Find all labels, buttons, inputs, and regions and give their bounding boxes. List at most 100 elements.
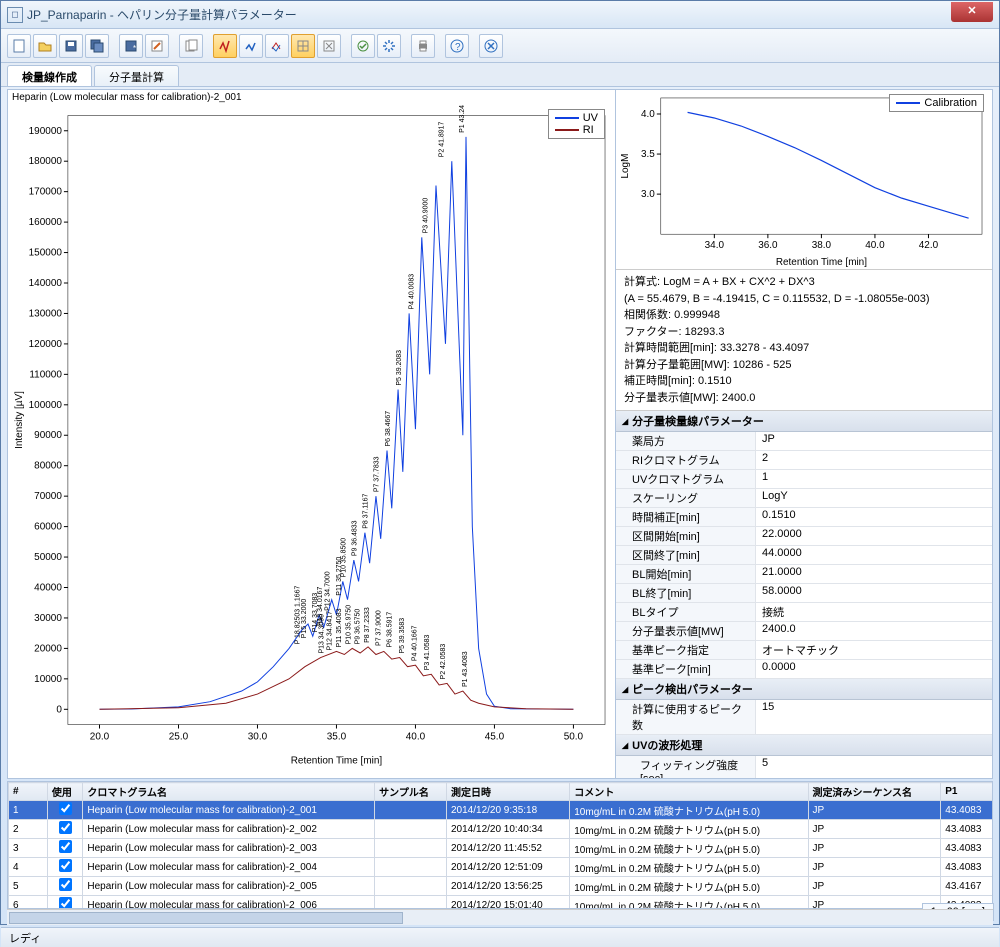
svg-text:80000: 80000 (34, 461, 62, 472)
svg-text:3.5: 3.5 (641, 149, 655, 160)
table-row[interactable]: 4 Heparin (Low molecular mass for calibr… (9, 858, 994, 877)
param-row[interactable]: UVクロマトグラム1 (616, 470, 992, 489)
param-row[interactable]: RIクロマトグラム2 (616, 451, 992, 470)
svg-text:40.0: 40.0 (865, 240, 885, 251)
table-row[interactable]: 3 Heparin (Low molecular mass for calibr… (9, 839, 994, 858)
svg-text:P4 40.1667: P4 40.1667 (412, 625, 419, 661)
col-header[interactable]: # (9, 783, 48, 801)
app-window: ◻ JP_Parnaparin - ヘパリン分子量計算パラメーター ✕ * ? … (0, 0, 1000, 925)
horizontal-scroll[interactable] (7, 909, 993, 925)
svg-text:150000: 150000 (29, 248, 63, 259)
svg-text:P8 37.1167: P8 37.1167 (363, 493, 370, 528)
parameter-grid[interactable]: ◢分子量検量線パラメーター薬局方JPRIクロマトグラム2UVクロマトグラム1スケ… (616, 411, 992, 778)
svg-text:45.0: 45.0 (485, 732, 505, 743)
svg-text:Retention Time [min]: Retention Time [min] (291, 755, 383, 766)
use-checkbox[interactable] (59, 859, 72, 872)
col-header[interactable]: P1 (941, 783, 993, 801)
svg-text:Retention Time [min]: Retention Time [min] (776, 257, 867, 268)
param-row[interactable]: BL開始[min]21.0000 (616, 565, 992, 584)
svg-text:P2 42.0583: P2 42.0583 (440, 644, 447, 680)
param-row[interactable]: 基準ピーク指定オートマチック (616, 641, 992, 660)
use-checkbox[interactable] (59, 821, 72, 834)
copy-button[interactable] (179, 34, 203, 58)
svg-text:25.0: 25.0 (169, 732, 189, 743)
col-header[interactable]: 測定日時 (446, 783, 569, 801)
chart-overlay-button[interactable] (265, 34, 289, 58)
svg-text:P11 35.2750: P11 35.2750 (336, 557, 343, 596)
table-row[interactable]: 2 Heparin (Low molecular mass for calibr… (9, 820, 994, 839)
param-row[interactable]: 時間補正[min]0.1510 (616, 508, 992, 527)
use-checkbox[interactable] (59, 878, 72, 891)
svg-text:P3 40.9000: P3 40.9000 (423, 198, 430, 234)
param-section-header[interactable]: ◢分子量検量線パラメーター (616, 411, 992, 432)
param-row[interactable]: フィッティング強度[sec]5 (616, 756, 992, 778)
main-chromatogram-chart[interactable]: 0100002000030000400005000060000700008000… (8, 105, 615, 770)
svg-text:P9 36.5750: P9 36.5750 (355, 609, 362, 645)
right-panel: 3.03.54.034.036.038.040.042.0Retention T… (616, 90, 992, 778)
col-header[interactable]: サンプル名 (375, 783, 447, 801)
use-checkbox[interactable] (59, 840, 72, 853)
grid-button[interactable] (291, 34, 315, 58)
zoom-button[interactable] (317, 34, 341, 58)
edit-button[interactable] (145, 34, 169, 58)
svg-text:70000: 70000 (34, 491, 62, 502)
chart-title: Heparin (Low molecular mass for calibrat… (8, 90, 615, 105)
calc-line: 計算分子量範囲[MW]: 10286 - 525 (624, 357, 984, 374)
close-button[interactable]: ✕ (951, 2, 993, 22)
save-as-button[interactable]: * (119, 34, 143, 58)
tab-分子量計算[interactable]: 分子量計算 (94, 65, 179, 86)
col-header[interactable]: コメント (570, 783, 808, 801)
param-section-header[interactable]: ◢UVの波形処理 (616, 735, 992, 756)
col-header[interactable]: クロマトグラム名 (83, 783, 375, 801)
window-title: JP_Parnaparin - ヘパリン分子量計算パラメーター (27, 6, 951, 23)
chart-uv-button[interactable] (213, 34, 237, 58)
param-row[interactable]: BLタイプ接続 (616, 603, 992, 622)
svg-text:P10 35.9750: P10 35.9750 (345, 605, 352, 645)
param-row[interactable]: 分子量表示値[MW]2400.0 (616, 622, 992, 641)
param-row[interactable]: BL終了[min]58.0000 (616, 584, 992, 603)
table-row[interactable]: 6 Heparin (Low molecular mass for calibr… (9, 896, 994, 910)
tab-検量線作成[interactable]: 検量線作成 (7, 65, 92, 86)
cancel-button[interactable] (479, 34, 503, 58)
save-all-button[interactable] (85, 34, 109, 58)
param-row[interactable]: 計算に使用するピーク数15 (616, 700, 992, 735)
chart-ri-button[interactable] (239, 34, 263, 58)
open-button[interactable] (33, 34, 57, 58)
svg-text:P8 37.2333: P8 37.2333 (364, 607, 371, 643)
use-checkbox[interactable] (59, 897, 72, 909)
help-button[interactable]: ? (445, 34, 469, 58)
param-row[interactable]: 区間開始[min]22.0000 (616, 527, 992, 546)
param-row[interactable]: 区間終了[min]44.0000 (616, 546, 992, 565)
svg-text:110000: 110000 (29, 369, 62, 380)
param-row[interactable]: スケーリングLogY (616, 489, 992, 508)
data-table[interactable]: #使用クロマトグラム名サンプル名測定日時コメント測定済みシーケンス名P1P2P3… (7, 781, 993, 909)
process-button[interactable] (377, 34, 401, 58)
use-checkbox[interactable] (59, 802, 72, 815)
svg-text:50.0: 50.0 (564, 732, 584, 743)
calc-line: (A = 55.4679, B = -4.19415, C = 0.115532… (624, 291, 984, 308)
svg-text:100000: 100000 (29, 400, 63, 411)
svg-text:4.0: 4.0 (641, 109, 655, 120)
col-header[interactable]: 使用 (47, 783, 82, 801)
print-button[interactable] (411, 34, 435, 58)
new-button[interactable] (7, 34, 31, 58)
svg-text:LogM: LogM (620, 154, 631, 179)
table-row[interactable]: 1 Heparin (Low molecular mass for calibr… (9, 801, 994, 820)
svg-text:30.0: 30.0 (248, 732, 268, 743)
svg-text:P12 34.7000: P12 34.7000 (325, 571, 332, 611)
calc-line: ファクター: 18293.3 (624, 324, 984, 341)
left-panel: Heparin (Low molecular mass for calibrat… (8, 90, 616, 778)
svg-text:P1 43.2417: P1 43.2417 (459, 105, 466, 133)
calibration-chart[interactable]: 3.03.54.034.036.038.040.042.0Retention T… (616, 90, 992, 270)
apply-button[interactable] (351, 34, 375, 58)
param-row[interactable]: 薬局方JP (616, 432, 992, 451)
param-row[interactable]: 基準ピーク[min]0.0000 (616, 660, 992, 679)
svg-text:P5 39.2083: P5 39.2083 (396, 350, 403, 386)
table-row[interactable]: 5 Heparin (Low molecular mass for calibr… (9, 877, 994, 896)
param-section-header[interactable]: ◢ピーク検出パラメーター (616, 679, 992, 700)
scroll-thumb[interactable] (9, 912, 403, 924)
col-header[interactable]: 測定済みシーケンス名 (808, 783, 941, 801)
svg-text:38.0: 38.0 (812, 240, 832, 251)
svg-text:35.0: 35.0 (327, 732, 347, 743)
save-button[interactable] (59, 34, 83, 58)
